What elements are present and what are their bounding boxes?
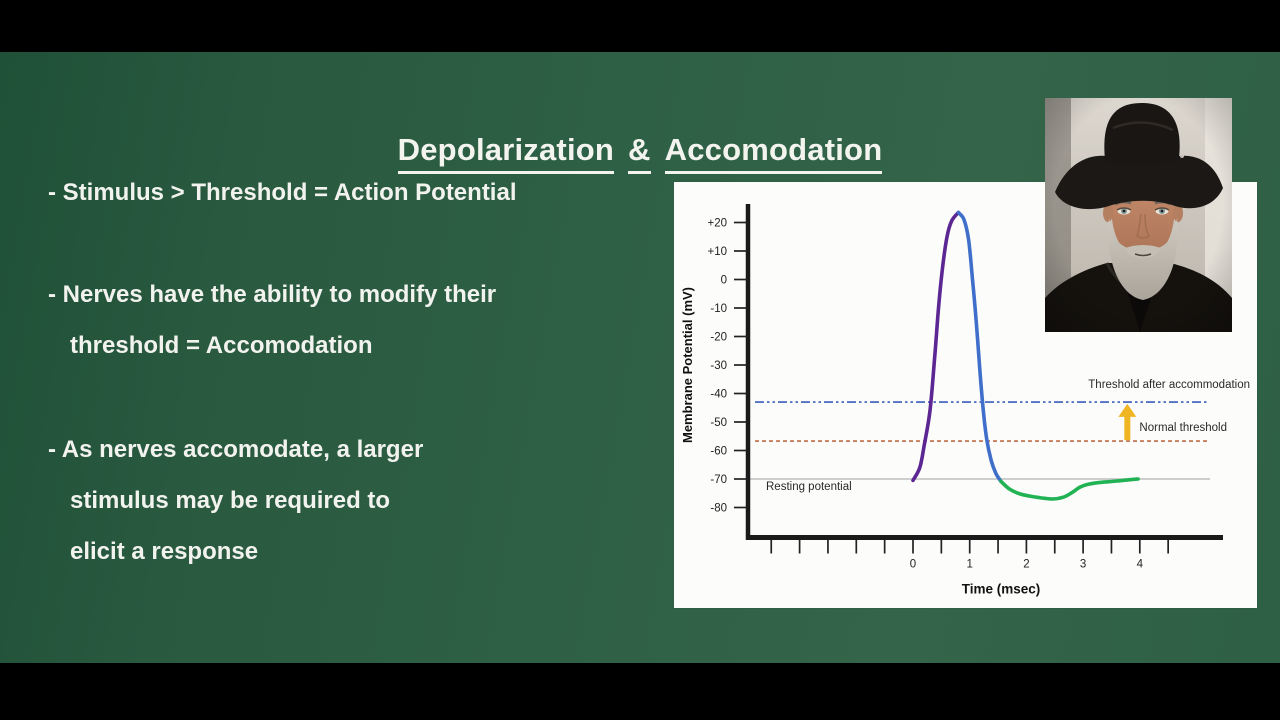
x-tick-label: 0 (910, 559, 916, 571)
axis-titles: Time (msec) Membrane Potential (mV) (680, 287, 1040, 597)
axes (745, 204, 1223, 540)
portrait-photo (1045, 98, 1232, 332)
y-tick-label: -70 (710, 474, 727, 486)
title-word: & (628, 132, 651, 174)
reference-line-label: Normal threshold (1139, 422, 1227, 434)
y-tick-label: 0 (721, 275, 727, 287)
y-axis-ticks: +20 +10 0 -10 -20 -30 -40 -50 -60 -70 -80 (707, 218, 748, 515)
y-tick-label: +20 (707, 218, 727, 230)
y-tick-label: -10 (710, 303, 727, 315)
bullet-item: - Stimulus > Threshold = Action Potentia… (48, 167, 668, 218)
x-tick-label: 1 (966, 559, 972, 571)
arrow-head (1118, 403, 1137, 417)
curve-segment-depolarization (911, 210, 961, 483)
y-tick-label: -50 (710, 417, 727, 429)
y-tick-label: -40 (710, 389, 727, 401)
y-tick-label: -80 (710, 503, 727, 515)
y-tick-label: -60 (710, 446, 727, 458)
x-axis-title: Time (msec) (962, 582, 1041, 597)
x-axis-ticks: 0 1 2 3 4 (770, 540, 1169, 571)
membrane-potential-plot: Threshold after accommodation Normal thre… (680, 204, 1250, 597)
threshold-reference-lines: Threshold after accommodation Normal thre… (750, 379, 1250, 493)
letterbox-top (0, 0, 1280, 52)
title-word: Depolarization (397, 132, 615, 174)
y-tick-label: +10 (707, 246, 727, 258)
reference-line-label: Resting potential (766, 481, 852, 493)
letterbox-bottom (0, 663, 1280, 720)
bullet-item: - As nerves accomodate, a larger stimulu… (48, 424, 668, 577)
bullet-line: - As nerves accomodate, a larger (48, 436, 424, 463)
bullet-item: - Nerves have the ability to modify thei… (48, 269, 668, 371)
x-tick-label: 3 (1080, 559, 1086, 571)
y-axis-title: Membrane Potential (mV) (680, 287, 695, 443)
slide-title: Depolarization & Accomodation (0, 132, 1280, 174)
curve-segment-afterhyperpolarization (999, 477, 1140, 501)
reference-line-label: Threshold after accommodation (1088, 379, 1250, 391)
curve-segment-repolarization (956, 210, 1003, 484)
title-word: Accomodation (664, 132, 883, 174)
accommodation-arrow (1118, 403, 1137, 441)
slide: Depolarization & Accomodation - Stimulus >… (0, 52, 1280, 663)
bullet-line: - Stimulus > Threshold = Action Potentia… (48, 179, 517, 206)
bullet-line: threshold = Accomodation (70, 332, 373, 359)
x-tick-label: 2 (1023, 559, 1029, 571)
action-potential-curve (911, 210, 1140, 501)
bullet-line: - Nerves have the ability to modify thei… (48, 281, 497, 308)
bullet-line: elicit a response (70, 538, 259, 565)
y-tick-label: -20 (710, 332, 727, 344)
y-tick-label: -30 (710, 360, 727, 372)
cowboy-portrait-image (1045, 98, 1232, 332)
x-tick-label: 4 (1137, 559, 1144, 571)
bullet-line: stimulus may be required to (70, 487, 391, 514)
